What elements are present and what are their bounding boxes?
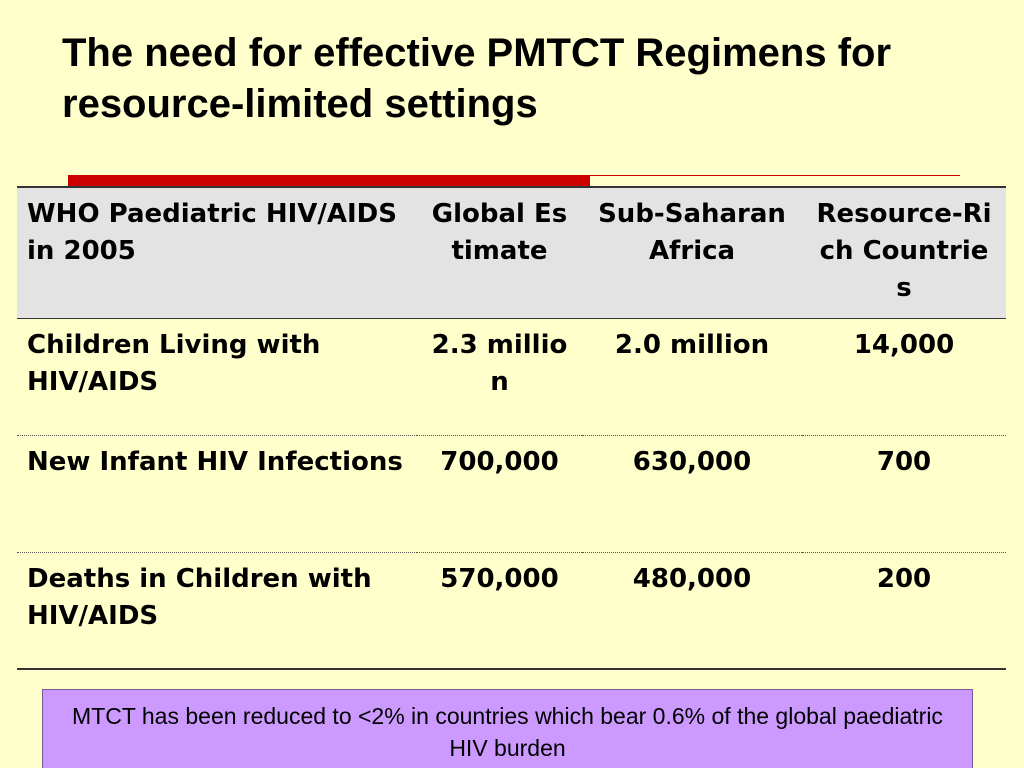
table-row-children-living: Children Living with HIV/AIDS 2.3 millio… [17,318,1006,435]
header-global-estimate: Global Estimate [417,187,582,318]
cell-resource-rich: 200 [802,552,1006,669]
table-row-new-infections: New Infant HIV Infections 700,000 630,00… [17,435,1006,552]
table-row-deaths: Deaths in Children with HIV/AIDS 570,000… [17,552,1006,669]
paediatric-hiv-table: WHO Paediatric HIV/AIDS in 2005 Global E… [17,186,1006,670]
header-who-paediatric: WHO Paediatric HIV/AIDS in 2005 [17,187,417,318]
cell-global: 700,000 [417,435,582,552]
title-underline-line [590,175,960,176]
cell-resource-rich: 700 [802,435,1006,552]
cell-global: 2.3 million [417,318,582,435]
slide-title: The need for effective PMTCT Regimens fo… [62,28,1002,130]
cell-ssa: 630,000 [582,435,802,552]
header-sub-saharan-africa: Sub-Saharan Africa [582,187,802,318]
row-label: Deaths in Children with HIV/AIDS [17,552,417,669]
row-label: Children Living with HIV/AIDS [17,318,417,435]
mtct-note-box: MTCT has been reduced to <2% in countrie… [42,689,973,768]
header-resource-rich: Resource-Rich Countries [802,187,1006,318]
cell-resource-rich: 14,000 [802,318,1006,435]
cell-ssa: 2.0 million [582,318,802,435]
row-label: New Infant HIV Infections [17,435,417,552]
cell-ssa: 480,000 [582,552,802,669]
table-header-row: WHO Paediatric HIV/AIDS in 2005 Global E… [17,187,1006,318]
cell-global: 570,000 [417,552,582,669]
